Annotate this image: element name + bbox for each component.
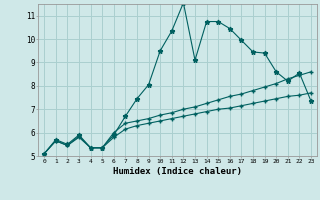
X-axis label: Humidex (Indice chaleur): Humidex (Indice chaleur) xyxy=(113,167,242,176)
